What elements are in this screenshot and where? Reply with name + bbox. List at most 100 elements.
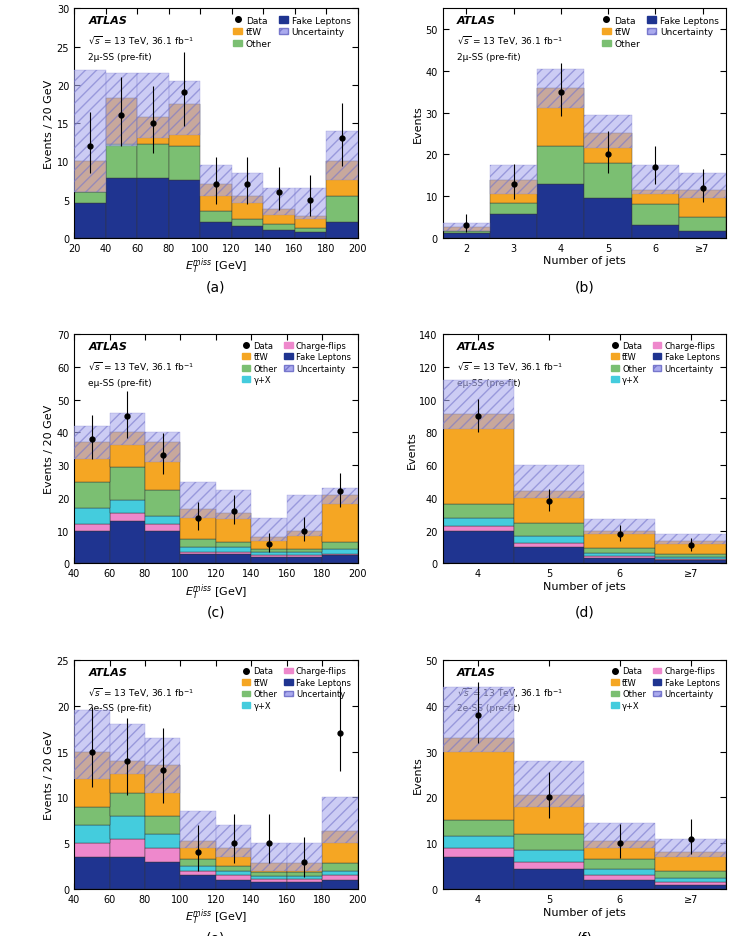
Bar	[442, 233, 490, 239]
Text: ATLAS: ATLAS	[88, 342, 127, 352]
Bar	[137, 144, 169, 179]
Bar	[679, 191, 726, 218]
Bar	[585, 553, 655, 557]
Bar	[145, 766, 180, 816]
Bar	[74, 162, 106, 193]
Bar	[322, 556, 358, 563]
Text: eμ-SS (pre-fit): eμ-SS (pre-fit)	[457, 378, 520, 388]
Legend: Data, tt̅W, Other, γ+X, Charge-flips, Fake Leptons, Uncertainty: Data, tt̅W, Other, γ+X, Charge-flips, Fa…	[608, 665, 722, 712]
Bar	[200, 185, 232, 212]
Legend: Data, tt̅W, Other, γ+X, Charge-flips, Fake Leptons, Uncertainty: Data, tt̅W, Other, γ+X, Charge-flips, Fa…	[239, 665, 353, 712]
Bar	[442, 231, 490, 233]
Bar	[287, 871, 322, 876]
Bar	[263, 231, 295, 239]
Bar	[585, 859, 655, 869]
Bar	[287, 557, 322, 563]
Y-axis label: Events: Events	[413, 755, 422, 794]
X-axis label: Number of jets: Number of jets	[543, 907, 626, 916]
Text: $\sqrt{s}$ = 13 TeV, 36.1 fb$^{-1}$: $\sqrt{s}$ = 13 TeV, 36.1 fb$^{-1}$	[88, 685, 194, 699]
Bar	[585, 869, 655, 875]
Bar	[74, 752, 110, 807]
Bar	[322, 880, 358, 889]
Bar	[326, 197, 358, 223]
Bar	[442, 821, 514, 837]
Bar	[287, 882, 322, 889]
Bar	[514, 850, 585, 862]
Bar	[655, 555, 726, 557]
Bar	[585, 135, 631, 164]
Bar	[514, 862, 585, 869]
X-axis label: Number of jets: Number of jets	[543, 256, 626, 266]
Bar	[287, 879, 322, 882]
Bar	[287, 556, 322, 557]
Bar	[216, 554, 251, 563]
Bar	[655, 561, 726, 563]
Text: 2e-SS (pre-fit): 2e-SS (pre-fit)	[88, 704, 152, 712]
Bar	[263, 210, 295, 225]
Bar	[251, 876, 287, 879]
Bar	[180, 867, 216, 870]
Bar	[655, 883, 726, 885]
Bar	[251, 549, 287, 552]
Bar	[326, 223, 358, 239]
Text: 2μ-SS (pre-fit): 2μ-SS (pre-fit)	[457, 53, 520, 62]
Bar	[74, 482, 110, 508]
Bar	[216, 513, 251, 543]
Text: (a): (a)	[206, 280, 225, 294]
Bar	[74, 807, 110, 825]
Bar	[145, 862, 180, 889]
Bar	[216, 848, 251, 867]
Bar	[180, 554, 216, 563]
Text: (b): (b)	[574, 280, 594, 294]
Bar	[322, 864, 358, 870]
Bar	[251, 557, 287, 563]
Bar	[442, 415, 514, 505]
Bar	[655, 885, 726, 889]
Bar	[74, 843, 110, 857]
Bar	[74, 443, 110, 482]
X-axis label: $E_{T}^{miss}$ [GeV]: $E_{T}^{miss}$ [GeV]	[185, 907, 247, 927]
Bar	[585, 557, 655, 558]
Bar	[655, 878, 726, 883]
Text: ATLAS: ATLAS	[88, 16, 127, 26]
Bar	[251, 537, 287, 549]
Bar	[110, 816, 145, 839]
Bar	[106, 144, 137, 179]
Bar	[655, 557, 726, 560]
Bar	[74, 204, 106, 239]
Bar	[679, 232, 726, 239]
Bar	[295, 217, 326, 228]
Text: ATLAS: ATLAS	[457, 342, 496, 352]
Bar	[180, 539, 216, 548]
Bar	[216, 867, 251, 870]
Bar	[145, 517, 180, 524]
Bar	[442, 518, 514, 526]
Text: $\sqrt{s}$ = 13 TeV, 36.1 fb$^{-1}$: $\sqrt{s}$ = 13 TeV, 36.1 fb$^{-1}$	[457, 685, 562, 699]
Bar	[180, 841, 216, 859]
Bar	[251, 879, 287, 882]
Text: (d): (d)	[574, 605, 594, 619]
Bar	[287, 549, 322, 552]
Bar	[110, 839, 145, 857]
Bar	[655, 853, 726, 870]
Bar	[322, 495, 358, 543]
Bar	[251, 552, 287, 556]
Bar	[106, 179, 137, 239]
X-axis label: $E_{T}^{miss}$ [GeV]: $E_{T}^{miss}$ [GeV]	[185, 256, 247, 276]
Bar	[442, 228, 490, 231]
Text: ATLAS: ATLAS	[457, 667, 496, 677]
Bar	[74, 508, 110, 524]
Bar	[145, 848, 180, 862]
Bar	[442, 738, 514, 821]
Bar	[180, 552, 216, 554]
Bar	[216, 552, 251, 554]
Bar	[74, 193, 106, 204]
Bar	[295, 228, 326, 232]
Bar	[232, 197, 263, 219]
Bar	[251, 556, 287, 557]
Bar	[514, 537, 585, 544]
Text: eμ-SS (pre-fit): eμ-SS (pre-fit)	[88, 378, 152, 388]
Text: 2μ-SS (pre-fit): 2μ-SS (pre-fit)	[88, 53, 152, 62]
Bar	[216, 548, 251, 552]
Bar	[169, 182, 200, 239]
